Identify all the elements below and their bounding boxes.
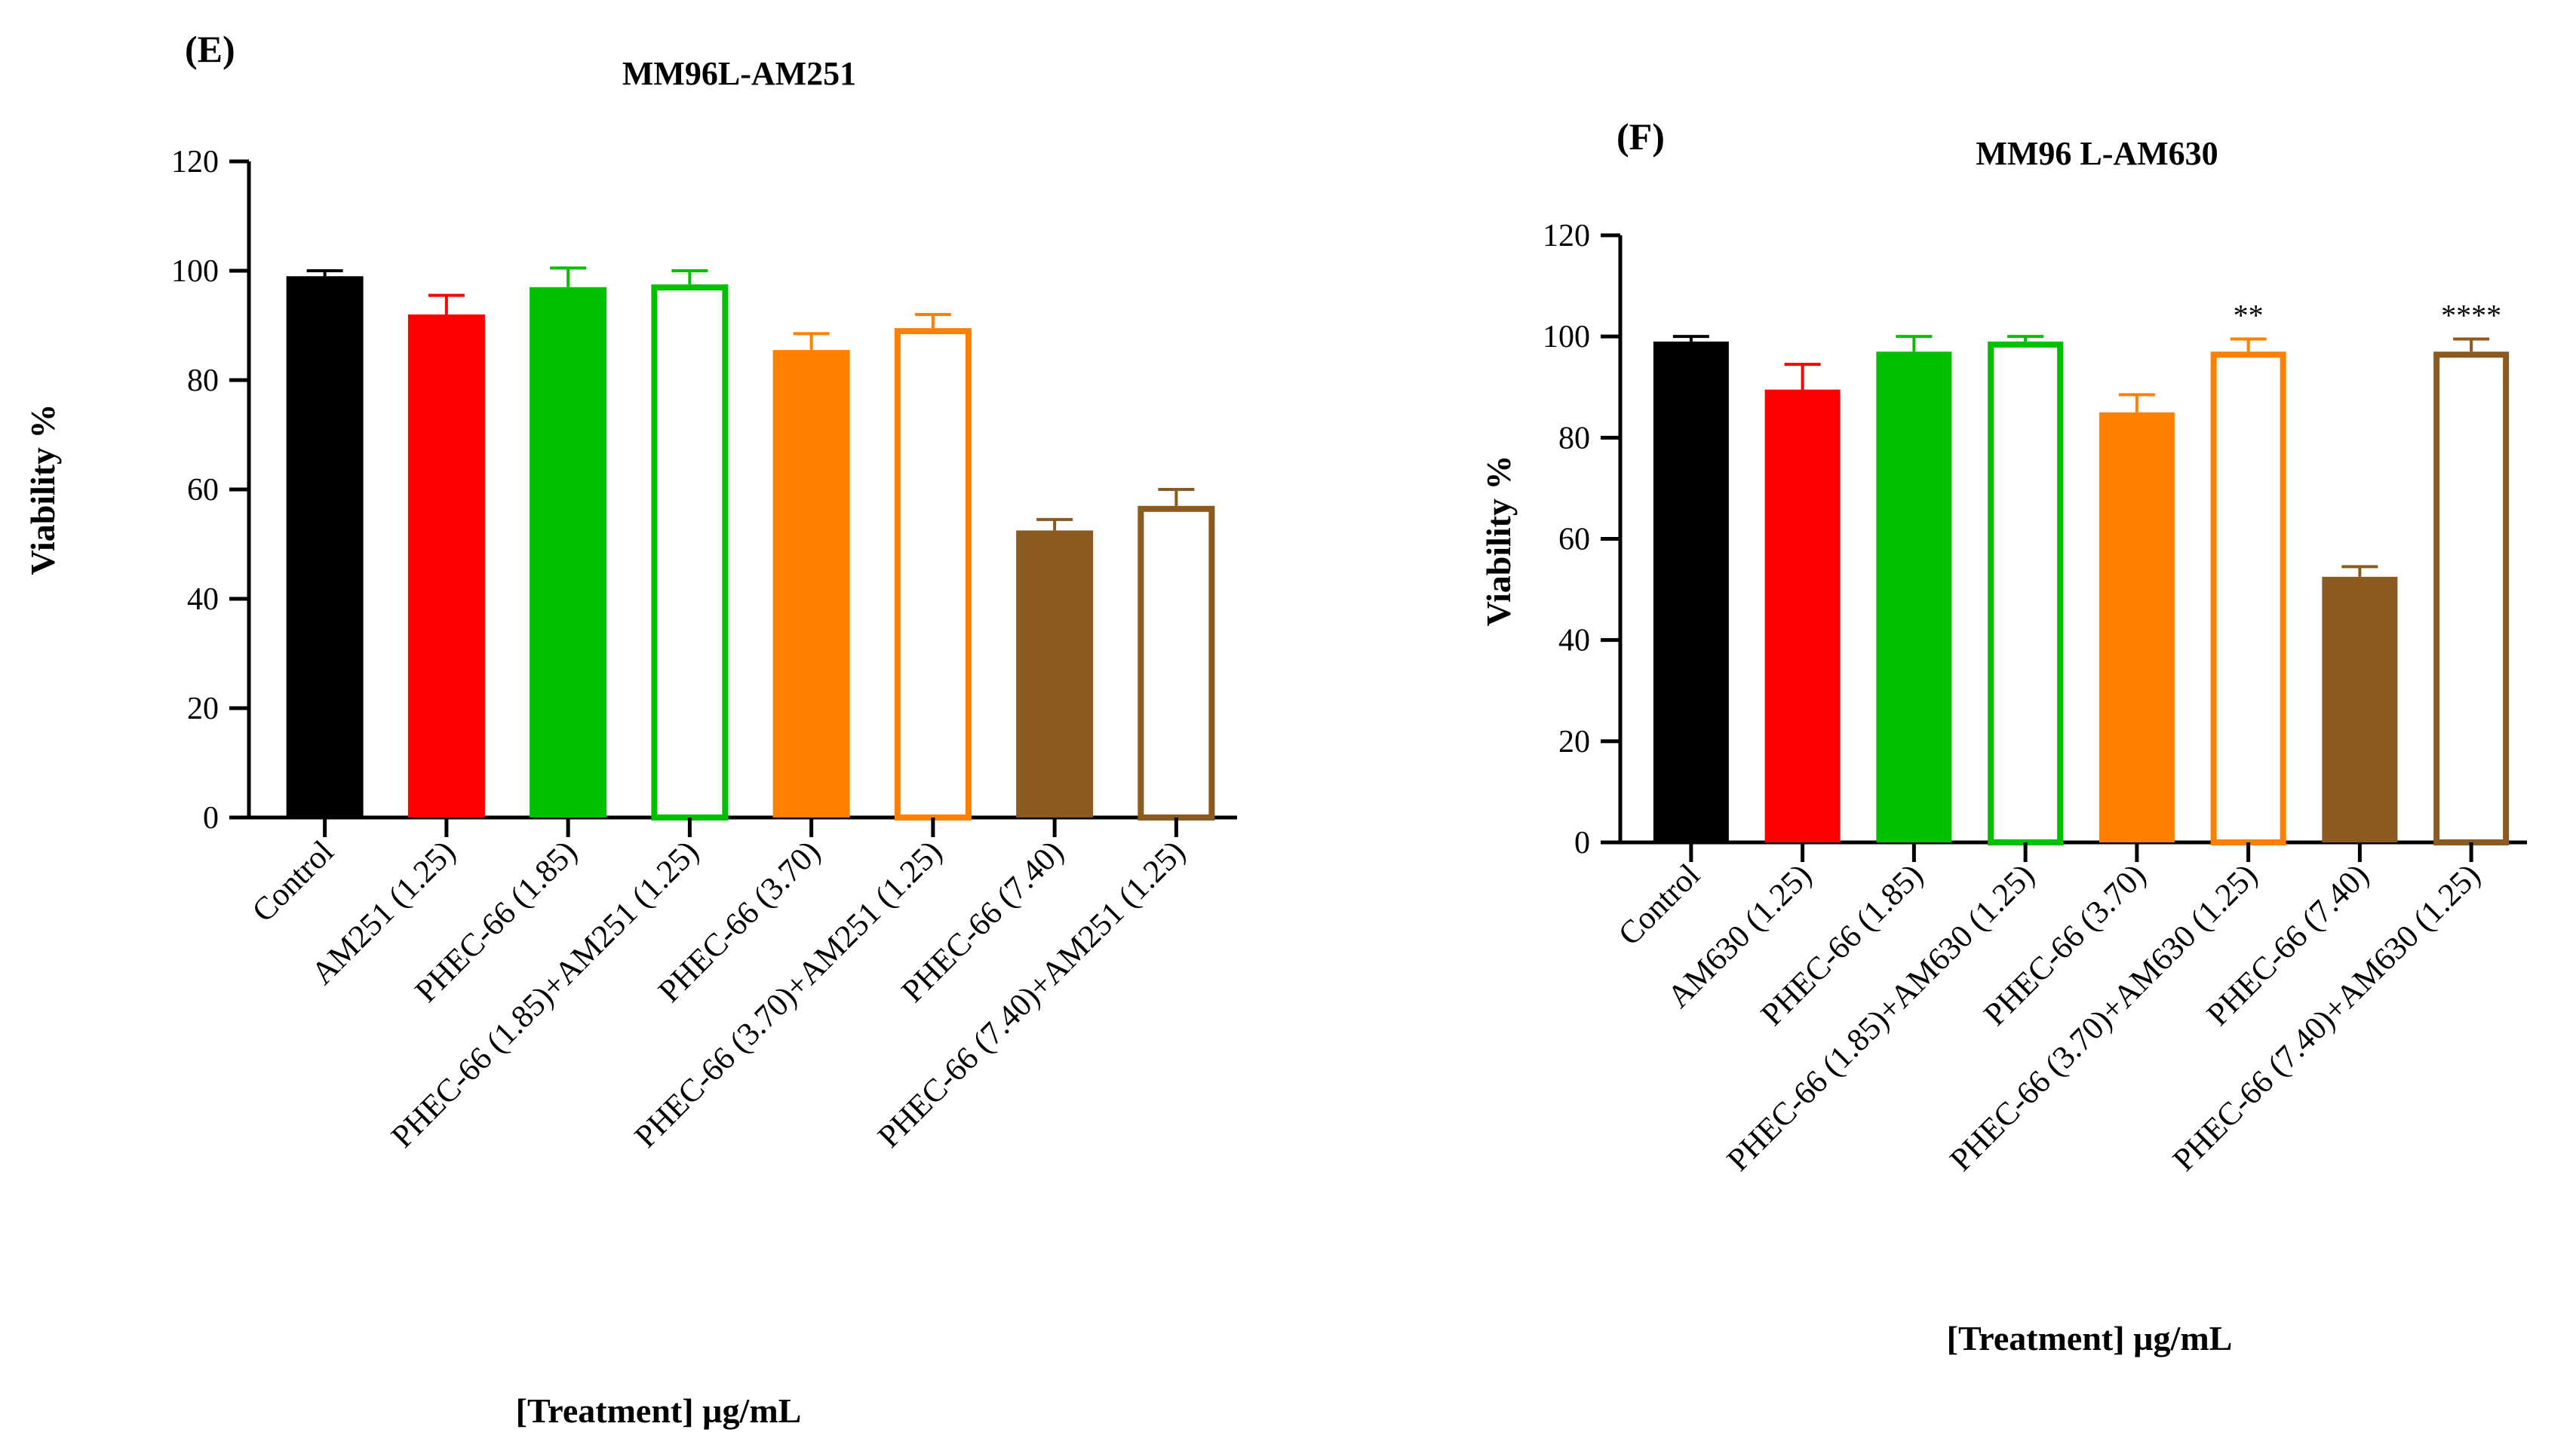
x-tick-label: Control	[1612, 857, 1707, 953]
bar	[286, 276, 364, 818]
bar	[407, 314, 485, 818]
y-tick-label: 0	[1574, 826, 1590, 860]
y-tick-label: 100	[1543, 320, 1590, 354]
significance-label: ****	[2441, 299, 2501, 333]
bar	[894, 328, 972, 821]
chart-title: MM96 L-AM630	[1976, 135, 2218, 172]
bar	[1138, 505, 1215, 821]
bar	[1876, 351, 1952, 843]
significance-label: **	[2234, 299, 2264, 333]
bar	[2433, 351, 2510, 845]
bar	[1653, 341, 1729, 842]
bar	[1016, 530, 1094, 818]
panel-label: (F)	[1617, 115, 1665, 158]
y-tick-label: 80	[1558, 421, 1590, 456]
chart-panel-e: (E) MM96L-AM251 Viability % [Treatment] µg/…	[23, 28, 1237, 1430]
y-tick-label: 120	[171, 145, 219, 179]
y-tick-label: 80	[187, 364, 219, 398]
bar	[651, 284, 729, 821]
y-axis-title: Viability %	[1479, 455, 1518, 626]
bar	[772, 350, 850, 818]
y-axis-title: Viability %	[23, 403, 62, 575]
y-tick-label: 40	[187, 582, 219, 617]
bar	[2099, 412, 2175, 842]
y-tick-label: 40	[1558, 624, 1590, 658]
y-tick-label: 20	[1558, 725, 1590, 759]
y-tick-label: 120	[1543, 219, 1590, 253]
y-tick-label: 0	[203, 801, 219, 836]
bar	[2210, 351, 2286, 845]
y-tick-label: 20	[187, 692, 219, 726]
bar	[1764, 389, 1841, 842]
chart-title: MM96L-AM251	[622, 55, 856, 92]
x-axis-title: [Treatment] µg/mL	[516, 1391, 802, 1430]
x-tick-label: Control	[246, 834, 341, 929]
bar	[1988, 341, 2064, 845]
y-tick-label: 60	[1558, 523, 1590, 557]
bar	[2322, 576, 2398, 842]
y-tick-label: 100	[171, 254, 219, 289]
y-tick-label: 60	[187, 473, 219, 508]
x-axis-title: [Treatment] µg/mL	[1947, 1319, 2233, 1357]
chart-panel-f: (F) MM96 L-AM630 Viability % [Treatment] µg…	[1479, 115, 2527, 1357]
panel-label: (E)	[185, 28, 235, 70]
bar	[530, 287, 607, 818]
